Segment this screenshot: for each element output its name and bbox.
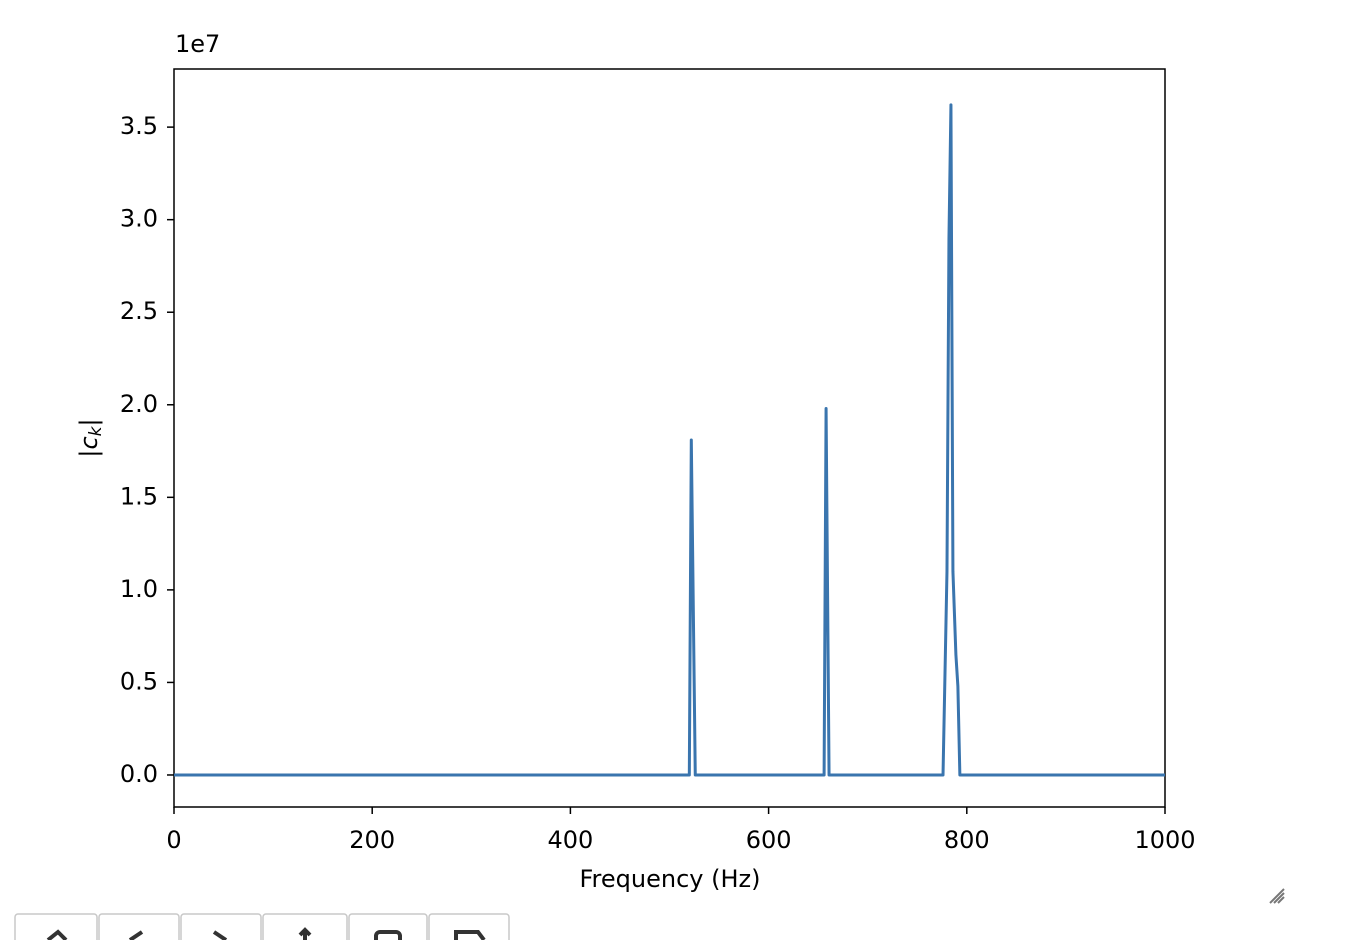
y-tick-label: 1.5	[120, 482, 158, 510]
y-tick-label: 0.5	[120, 667, 158, 695]
pan-icon	[298, 927, 312, 940]
home-icon	[46, 929, 68, 942]
back-icon	[128, 930, 144, 942]
resize-handle[interactable]	[1269, 888, 1285, 904]
resize-grip	[1269, 888, 1285, 904]
y-tick-label: 0.0	[120, 760, 158, 788]
plot-frame	[173, 68, 1166, 808]
y-label-symbol: c	[75, 436, 103, 449]
x-axis-label: Frequency (Hz)	[580, 865, 761, 893]
forward-icon	[212, 930, 228, 942]
back-button[interactable]	[98, 913, 180, 944]
y-tick-label: 3.0	[120, 205, 158, 233]
save-icon	[454, 930, 486, 944]
home-button[interactable]	[14, 913, 98, 944]
zoom-icon	[374, 930, 402, 944]
offset-label: 1e7	[175, 30, 220, 58]
y-label-subscript: k	[86, 425, 106, 436]
y-tick-label: 1.0	[120, 575, 158, 603]
y-axis-label: |ck|	[75, 418, 106, 457]
forward-button[interactable]	[180, 913, 262, 944]
y-label-bar: |	[75, 450, 103, 458]
x-tick-label: 200	[349, 826, 395, 854]
y-tick-label: 3.5	[120, 112, 158, 140]
y-tick-label: 2.0	[120, 390, 158, 418]
x-tick-label: 1000	[1134, 826, 1195, 854]
x-tick-label: 800	[944, 826, 990, 854]
y-label-bar: |	[75, 418, 103, 426]
y-tick-label: 2.5	[120, 297, 158, 325]
zoom-button[interactable]	[348, 913, 428, 944]
x-tick-label: 600	[746, 826, 792, 854]
data-line	[174, 103, 1165, 777]
toolbar	[14, 913, 510, 944]
x-tick-label: 0	[166, 826, 181, 854]
save-button[interactable]	[428, 913, 510, 944]
x-tick-label: 400	[547, 826, 593, 854]
